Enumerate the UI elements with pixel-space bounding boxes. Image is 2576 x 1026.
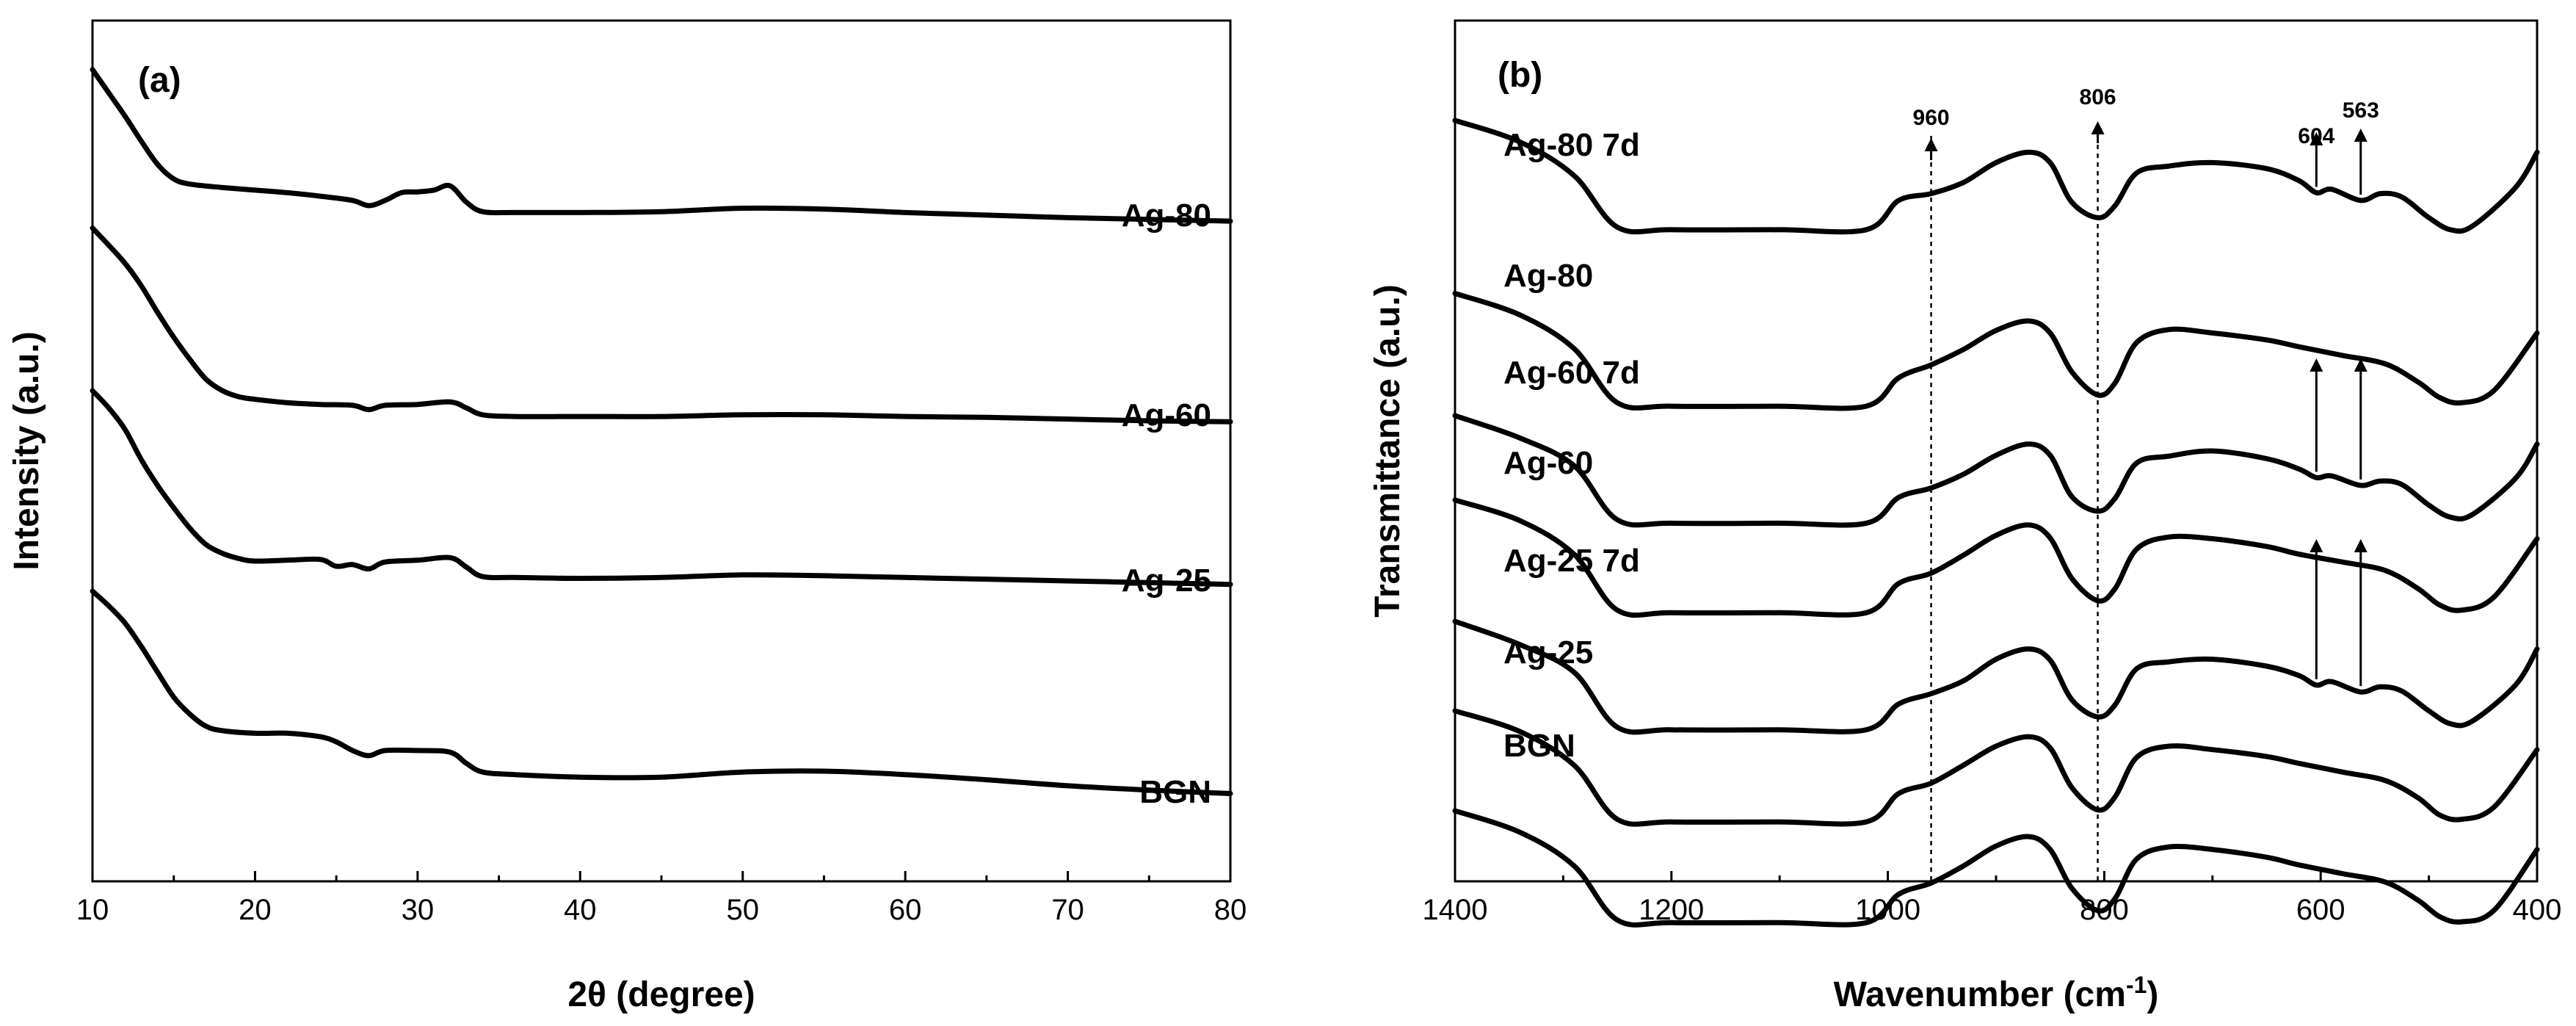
series-label-ag-25: Ag-25 bbox=[1122, 563, 1211, 599]
x-tick-label: 1400 bbox=[1423, 894, 1488, 926]
series-line-bgn bbox=[90, 588, 1233, 796]
series-line-ag-80 bbox=[1452, 291, 2540, 411]
arrow-563-head bbox=[2354, 358, 2368, 372]
panel-b-x-axis-title-end: ) bbox=[2147, 975, 2158, 1014]
x-tick-label: 50 bbox=[726, 894, 759, 926]
series-line-bgn bbox=[1452, 808, 2540, 928]
series-label-bgn: BGN bbox=[1139, 774, 1211, 810]
series-line-ag-60-7d bbox=[1452, 413, 2540, 528]
panel-a-label: (a) bbox=[138, 61, 181, 100]
panel-a-x-axis-title: 2θ (degree) bbox=[567, 975, 755, 1014]
x-tick-label: 80 bbox=[1214, 894, 1247, 926]
series-label-ag-25-7d: Ag-25 7d bbox=[1503, 543, 1640, 579]
arrow-604-head bbox=[2310, 132, 2323, 145]
arrow-604-head bbox=[2310, 539, 2323, 552]
panel-b-x-axis-title-superscript: -1 bbox=[2126, 972, 2147, 998]
x-tick-label: 20 bbox=[239, 894, 272, 926]
series-label-ag-60-7d: Ag-60 7d bbox=[1503, 355, 1640, 391]
series-line-ag-60 bbox=[1452, 497, 2540, 618]
panel-b-x-ticks: 1400 1200 1000 800 600 400 bbox=[1423, 871, 2562, 926]
peak-label-604: 604 bbox=[2298, 124, 2334, 148]
series-label-ag-60: Ag-60 bbox=[1503, 445, 1593, 481]
panel-b-curves bbox=[1452, 118, 2540, 928]
x-tick-label: 10 bbox=[76, 894, 109, 926]
peak-label-806: 806 bbox=[2080, 85, 2116, 109]
series-label-ag-80-7d: Ag-80 7d bbox=[1503, 127, 1640, 163]
panel-b-x-axis-title: Wavenumber (cm-1) bbox=[1834, 972, 2159, 1014]
series-line-ag-80 bbox=[90, 67, 1233, 224]
arrow-563-head bbox=[2354, 539, 2368, 552]
x-tick-label: 40 bbox=[564, 894, 597, 926]
panel-b-arrows bbox=[1924, 121, 2368, 687]
panel-a-series-labels: Ag-80 Ag-60 Ag-25 BGN bbox=[1122, 198, 1211, 810]
series-line-ag-25 bbox=[1452, 708, 2540, 827]
series-label-ag-80: Ag-80 bbox=[1122, 198, 1211, 234]
panel-b-y-axis-title: Transmittance (a.u.) bbox=[1368, 284, 1407, 617]
series-line-ag-25 bbox=[90, 388, 1233, 588]
panel-b-ftir: 1400 1200 1000 800 600 400 Ag-80 7dAg-80Ag-60… bbox=[1368, 19, 2562, 1014]
x-tick-label: 60 bbox=[889, 894, 922, 926]
series-line-ag-25-7d bbox=[1452, 618, 2540, 735]
x-tick-label: 70 bbox=[1051, 894, 1084, 926]
peak-label-563: 563 bbox=[2343, 98, 2379, 123]
panel-a-x-ticks: 10 20 30 40 50 60 70 80 bbox=[76, 871, 1247, 926]
panel-b-series-labels: Ag-80 7d Ag-80 Ag-60 7d Ag-60 Ag-25 7d Ag-25 B… bbox=[1503, 127, 1640, 764]
panel-a-plot-frame bbox=[91, 19, 1232, 883]
x-tick-label: 400 bbox=[2513, 894, 2562, 926]
arrow-806-head bbox=[2091, 121, 2105, 134]
series-line-ag-60 bbox=[90, 225, 1233, 425]
arrow-604-head bbox=[2310, 358, 2323, 372]
panel-b-peak-annotations: 960 806 604 563 bbox=[1913, 85, 2379, 148]
series-label-bgn: BGN bbox=[1503, 728, 1575, 764]
series-label-ag-25: Ag-25 bbox=[1503, 635, 1593, 671]
series-label-ag-80: Ag-80 bbox=[1503, 258, 1593, 294]
arrow-960-head bbox=[1924, 138, 1938, 151]
series-label-ag-60: Ag-60 bbox=[1122, 397, 1211, 433]
arrow-563-head bbox=[2354, 129, 2368, 142]
peak-label-960: 960 bbox=[1913, 106, 1950, 130]
x-tick-label: 30 bbox=[402, 894, 435, 926]
panel-a-curves bbox=[90, 67, 1233, 796]
x-tick-label: 600 bbox=[2296, 894, 2345, 926]
panel-b-x-axis-title-main: Wavenumber (cm bbox=[1834, 975, 2126, 1014]
series-line-ag-80-7d bbox=[1452, 118, 2540, 235]
panel-b-label: (b) bbox=[1498, 56, 1542, 95]
panel-a-y-axis-title: Intensity (a.u.) bbox=[7, 331, 46, 570]
